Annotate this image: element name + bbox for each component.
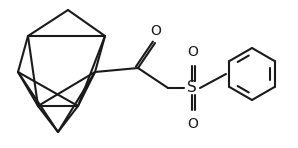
- Text: O: O: [187, 117, 198, 131]
- Text: O: O: [150, 24, 162, 38]
- Text: S: S: [187, 81, 197, 95]
- Text: O: O: [187, 45, 198, 59]
